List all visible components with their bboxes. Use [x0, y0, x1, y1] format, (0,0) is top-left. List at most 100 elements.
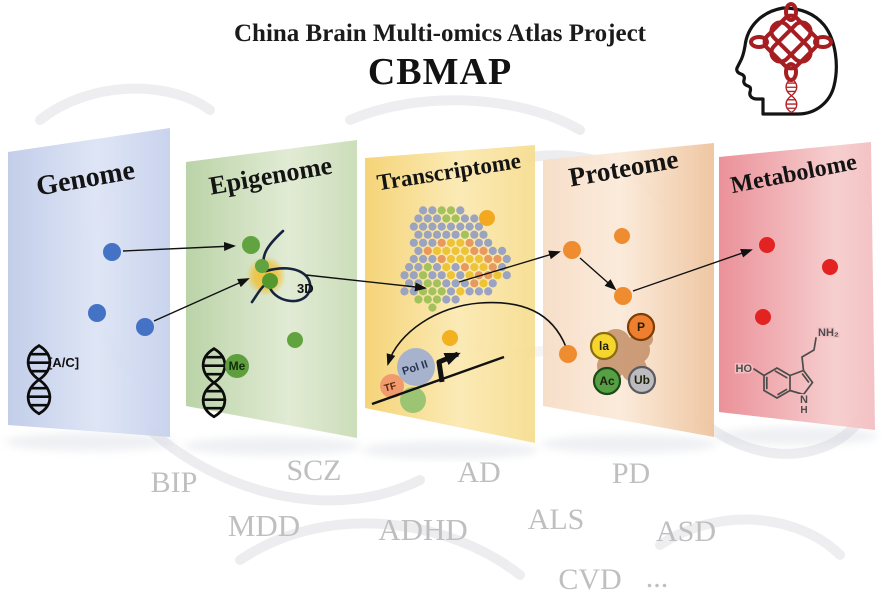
cluster-dot: [446, 238, 456, 247]
protein-feedback-arrow: [386, 301, 567, 366]
tss-arrow-icon: [436, 351, 461, 383]
cluster-dot: [409, 238, 418, 247]
ptm-label: Ub: [634, 373, 650, 387]
molecular-feature-dot: [442, 330, 458, 346]
transcription-machinery: Pol II TF: [371, 348, 505, 413]
cluster-dot: [479, 279, 488, 288]
cluster-dot: [484, 254, 493, 264]
cluster-dot: [414, 246, 423, 255]
cluster-dot: [474, 222, 483, 231]
cluster-dot: [432, 263, 442, 272]
cluster-dot: [479, 246, 488, 255]
project-title: China Brain Multi-omics Atlas Project: [234, 20, 647, 47]
cluster-dot: [428, 238, 437, 247]
cluster-dot: [423, 246, 432, 255]
cluster-dot: [437, 206, 446, 215]
ptm-label: Ac: [599, 374, 615, 388]
cluster-dot: [470, 214, 479, 223]
cluster-dot: [474, 254, 483, 264]
generic-factor-dot: [400, 387, 426, 413]
disease-label-AD: AD: [457, 456, 500, 489]
disease-label-CVD: CVD: [558, 563, 621, 596]
ptm-badge-Ac: [592, 366, 622, 396]
ptm-badge-la: [589, 331, 619, 361]
panel-shadows: [5, 427, 877, 459]
panel-metabolome: [719, 142, 875, 430]
ptm-badges: la P Ac Ub: [589, 312, 657, 396]
disease-label-PD: PD: [612, 457, 650, 490]
molecular-feature-dot: [287, 332, 303, 348]
flow-arrows: [122, 241, 753, 322]
cluster-dot: [493, 254, 502, 264]
cluster-dot: [465, 271, 474, 280]
cluster-dot: [432, 214, 442, 223]
cluster-dot: [493, 271, 502, 280]
cluster-dot: [409, 287, 418, 296]
cluster-dot: [423, 295, 432, 304]
disease-label-SCZ: SCZ: [286, 454, 341, 487]
molecular-feature-dot: [614, 287, 632, 305]
cluster-dot: [428, 254, 437, 264]
cluster-dot: [419, 287, 428, 296]
cluster-dot: [437, 238, 446, 247]
cluster-dot: [414, 263, 423, 272]
disease-labels: BIP SCZ AD PD MDD ADHD ALS ASD CVD...: [151, 454, 716, 596]
cluster-dot: [451, 279, 460, 288]
disease-label-BIP: BIP: [151, 466, 198, 499]
cluster-dot: [488, 246, 497, 255]
molecular-feature-dot: [262, 273, 278, 289]
methylation-dot: [225, 354, 249, 378]
serotonin-molecule: [753, 337, 817, 399]
cluster-dot: [442, 214, 451, 223]
molecular-feature-dot: [255, 259, 269, 273]
cluster-dot: [465, 287, 474, 296]
molecular-feature-dot: [136, 318, 154, 336]
cluster-dot: [456, 254, 465, 264]
cluster-dot: [414, 279, 423, 288]
flow-arrow: [153, 278, 250, 322]
polii-circle: [397, 348, 435, 386]
cluster-dot: [502, 271, 511, 280]
cluster-dot: [460, 246, 469, 255]
project-acronym: CBMAP: [368, 51, 512, 93]
disease-label-ALS: ALS: [528, 503, 585, 536]
cluster-dot: [423, 279, 432, 288]
cluster-dot: [479, 263, 488, 272]
cbmap-logo: [735, 2, 838, 116]
molecular-feature-dot: [614, 228, 630, 244]
cluster-dot: [456, 271, 465, 280]
cluster-dot: [432, 230, 442, 239]
cluster-dot: [465, 238, 474, 247]
cluster-dot: [423, 230, 432, 239]
flow-arrow: [458, 250, 561, 283]
cluster-dot: [414, 295, 423, 304]
molecular-feature-dot: [242, 236, 260, 254]
cluster-dot: [484, 238, 493, 247]
flow-dots: [88, 210, 838, 363]
cluster-dot: [479, 230, 488, 239]
methylation-label: Me: [229, 359, 246, 373]
tf-circle: [380, 374, 404, 398]
cluster-dot: [437, 271, 446, 280]
cluster-dot: [446, 206, 456, 215]
cluster-dot: [502, 254, 511, 264]
cluster-dot: [442, 230, 451, 239]
molecular-feature-dot: [559, 345, 577, 363]
cluster-dot: [432, 279, 442, 288]
cluster-dot: [428, 303, 437, 312]
cluster-dot: [405, 263, 414, 272]
cluster-dot: [419, 206, 428, 215]
loop-3d-label: 3D: [297, 281, 314, 296]
cluster-dot: [470, 279, 479, 288]
cluster-dot: [400, 287, 409, 296]
molecular-feature-dot: [479, 210, 495, 226]
disease-label-...: ...: [646, 561, 669, 594]
cluster-dot: [409, 222, 418, 231]
ptm-badge-P: [626, 312, 656, 342]
nh-hydrogen-label: H: [800, 405, 807, 416]
cluster-dot: [488, 263, 497, 272]
hydroxyl-label: HO: [736, 363, 753, 375]
cluster-dot: [488, 279, 497, 288]
cluster-dot: [446, 254, 456, 264]
